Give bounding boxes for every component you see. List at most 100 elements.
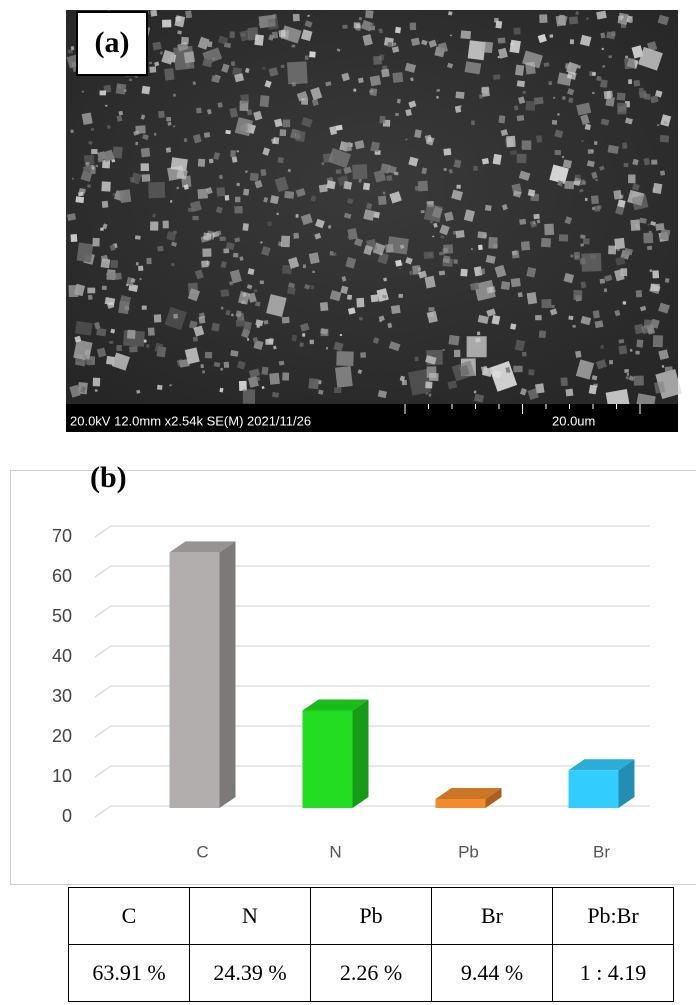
- particle: [585, 198, 588, 201]
- particle: [71, 130, 74, 133]
- particle: [278, 157, 284, 163]
- y-tick-label: 70: [52, 526, 72, 546]
- particle: [352, 164, 367, 179]
- particle: [149, 66, 156, 72]
- particle: [196, 108, 201, 114]
- particle: [102, 201, 109, 208]
- particle: [157, 385, 163, 390]
- particle: [225, 195, 230, 201]
- particle: [220, 289, 229, 297]
- particle: [625, 56, 628, 59]
- particle: [296, 214, 299, 218]
- particle: [388, 42, 392, 47]
- particle: [149, 62, 152, 65]
- particle: [243, 189, 249, 196]
- particle: [489, 287, 493, 292]
- particle: [101, 258, 111, 268]
- particle: [456, 185, 460, 189]
- particle: [579, 258, 586, 265]
- particle: [230, 31, 235, 38]
- particle: [150, 221, 158, 230]
- particle: [363, 183, 370, 191]
- sem-image: [66, 10, 682, 418]
- y-tick-label: 10: [52, 766, 72, 786]
- particle: [373, 56, 382, 65]
- particle: [511, 278, 521, 287]
- particle: [562, 96, 566, 100]
- particle: [628, 174, 635, 183]
- particle: [356, 298, 364, 308]
- particle: [558, 183, 561, 185]
- particle: [608, 246, 616, 255]
- particle: [479, 94, 483, 98]
- particle: [506, 136, 516, 148]
- particle: [635, 351, 639, 355]
- particle: [583, 238, 589, 244]
- particle: [124, 89, 126, 92]
- particle: [295, 131, 305, 142]
- particle: [552, 120, 557, 125]
- x-tick-label: Pb: [458, 842, 479, 861]
- particle: [541, 299, 551, 308]
- particle: [233, 253, 238, 258]
- particle: [279, 361, 285, 366]
- bar: [170, 552, 220, 808]
- particle: [602, 48, 604, 50]
- particle: [519, 219, 526, 225]
- particle: [653, 183, 663, 194]
- particle: [119, 189, 131, 203]
- particle: [201, 364, 204, 368]
- particle: [481, 86, 490, 96]
- cell: 24.39 %: [190, 945, 311, 1002]
- particle: [392, 72, 403, 83]
- particle: [399, 268, 401, 270]
- particle: [509, 40, 520, 53]
- particle: [166, 147, 171, 153]
- scale-text: 20.0um: [552, 413, 595, 428]
- particle: [303, 264, 306, 268]
- particle: [310, 340, 314, 344]
- particle: [302, 333, 305, 337]
- particle: [517, 154, 527, 163]
- particle: [450, 35, 452, 37]
- particle: [536, 135, 542, 143]
- particle: [72, 178, 74, 180]
- header-cell: N: [190, 888, 311, 945]
- particle: [647, 246, 652, 251]
- cell: 63.91 %: [69, 945, 190, 1002]
- particle: [653, 335, 663, 347]
- particle: [604, 91, 611, 99]
- cell: 1 : 4.19: [553, 945, 674, 1002]
- header-row: C N Pb Br Pb:Br: [69, 888, 674, 945]
- particle: [205, 352, 212, 359]
- particle: [585, 124, 591, 130]
- particle: [148, 182, 165, 198]
- particle: [473, 166, 478, 171]
- particle: [330, 251, 334, 256]
- particle: [148, 327, 155, 335]
- particle: [482, 41, 493, 53]
- particle: [514, 28, 521, 35]
- particle: [152, 42, 161, 51]
- particle: [575, 351, 581, 358]
- particle: [320, 302, 328, 311]
- particle: [265, 339, 273, 345]
- particle: [443, 148, 451, 155]
- particle: [250, 173, 259, 181]
- particle: [662, 365, 664, 367]
- particle: [88, 295, 93, 300]
- particle: [277, 213, 279, 215]
- bar-side: [353, 699, 369, 808]
- particle: [139, 278, 141, 280]
- particle: [176, 186, 179, 189]
- panel-label: (b): [90, 461, 127, 494]
- particle: [651, 284, 660, 292]
- particle: [602, 65, 605, 67]
- particle: [644, 320, 652, 329]
- particle: [193, 337, 198, 342]
- particle: [478, 245, 483, 250]
- bar: [569, 770, 619, 808]
- particle: [340, 334, 342, 336]
- particle: [467, 336, 487, 357]
- particle: [236, 320, 245, 327]
